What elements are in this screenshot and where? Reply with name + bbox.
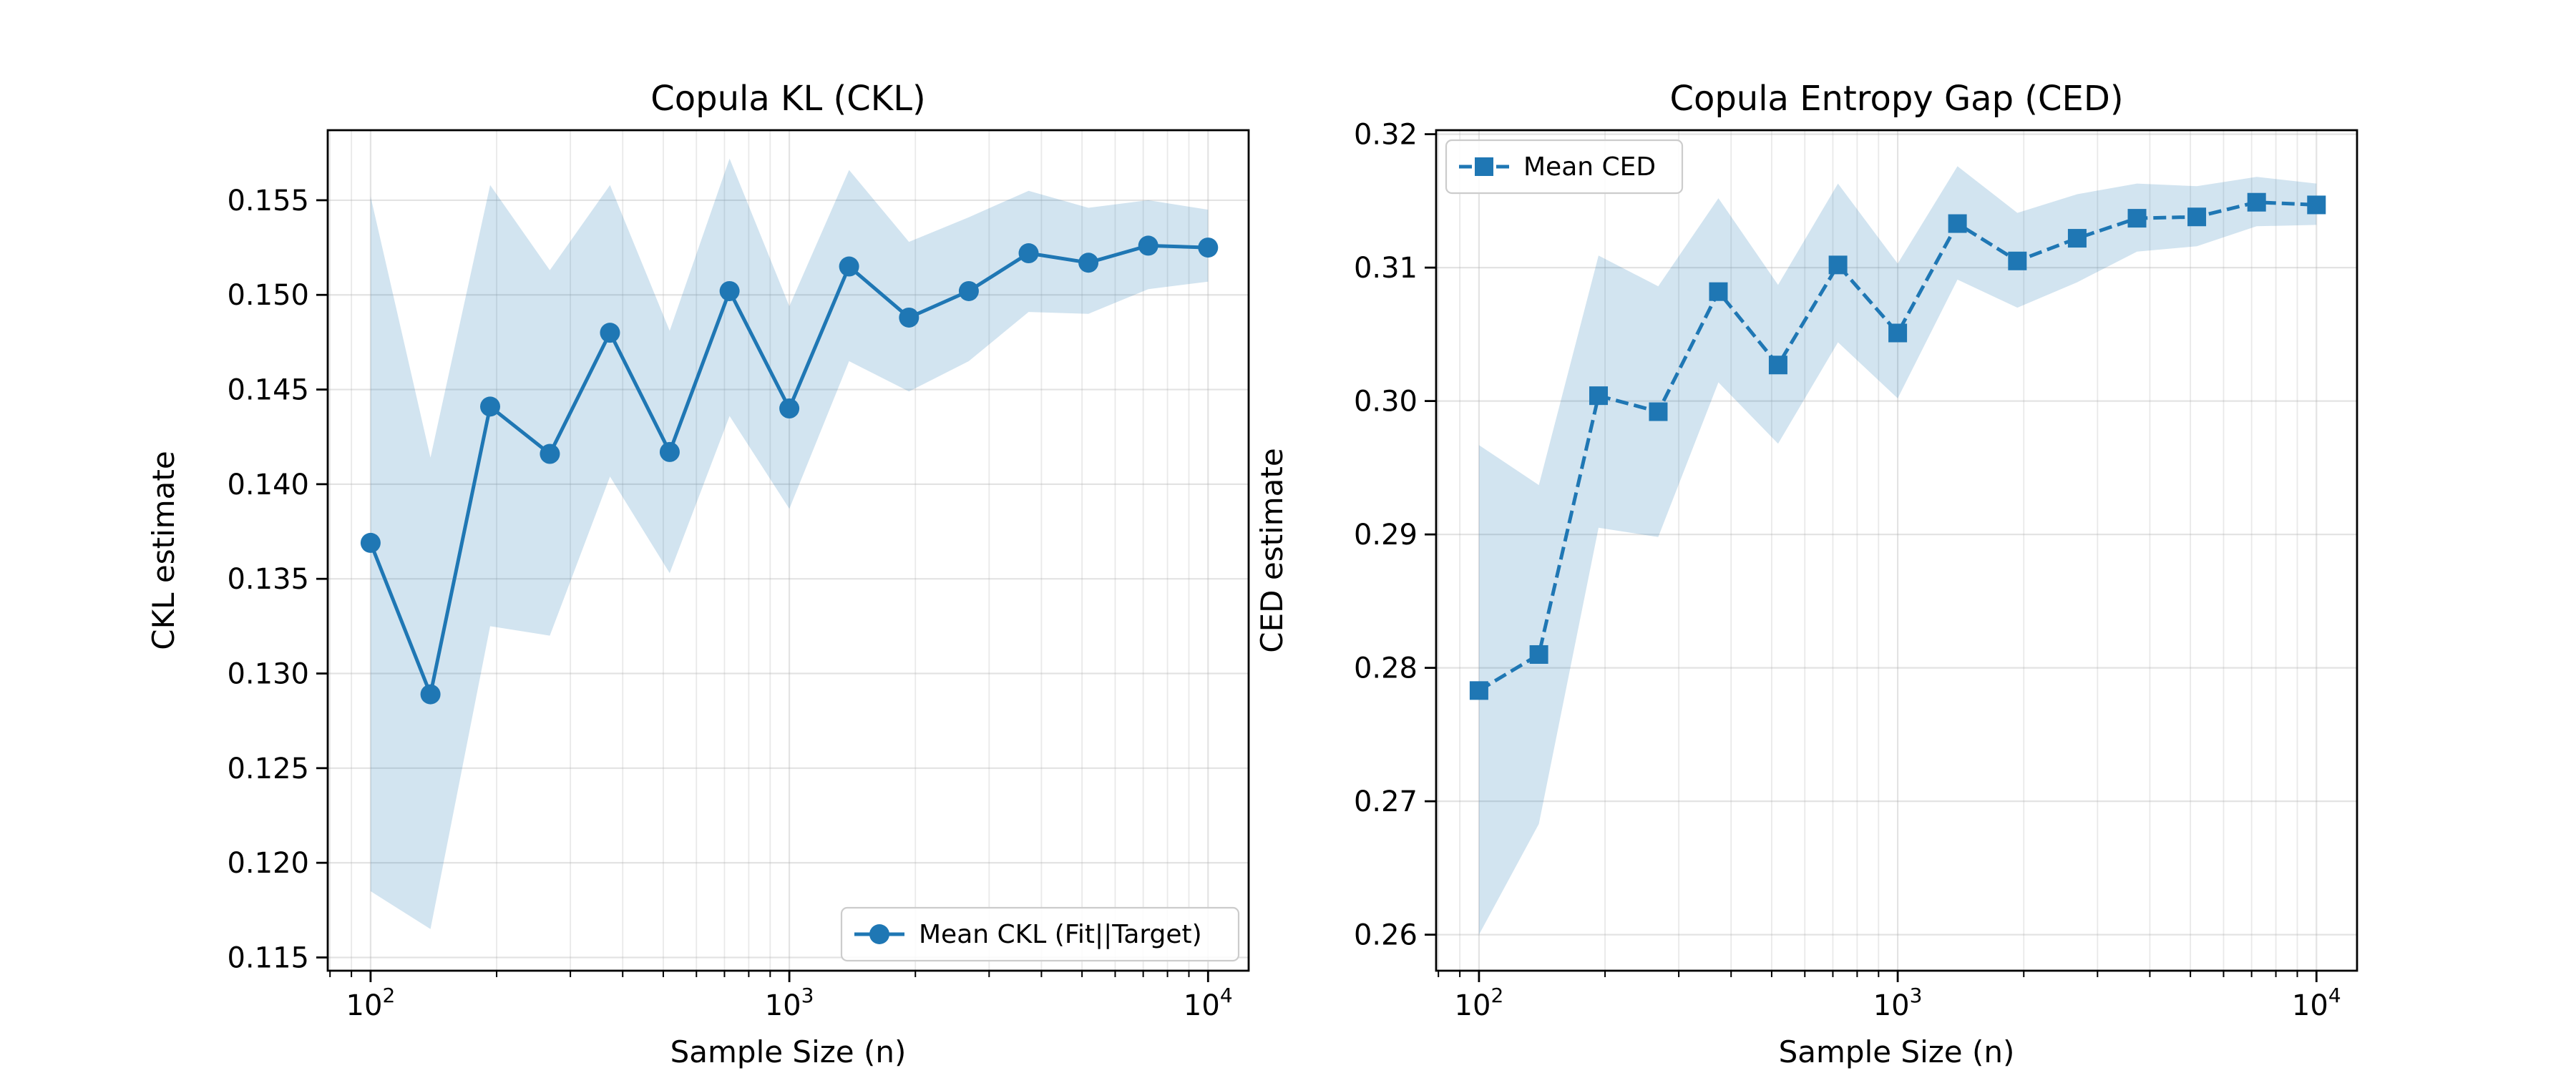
- data-point: [1469, 681, 1488, 700]
- data-point: [1529, 645, 1548, 664]
- y-axis-label: CKL estimate: [146, 451, 181, 650]
- y-tick-label: 0.155: [227, 185, 309, 217]
- y-tick-label: 0.150: [227, 279, 309, 312]
- data-point: [1078, 253, 1099, 273]
- legend-label: Mean CED: [1523, 152, 1656, 182]
- x-axis-label: Sample Size (n): [1779, 1034, 2015, 1069]
- y-tick-label: 0.27: [1354, 785, 1418, 818]
- data-point: [1948, 214, 1967, 233]
- y-tick-label: 0.125: [227, 753, 309, 785]
- data-point: [360, 532, 381, 553]
- y-tick-label: 0.29: [1354, 519, 1418, 552]
- data-point: [1138, 235, 1158, 256]
- y-tick-label: 0.28: [1354, 652, 1418, 685]
- data-point: [540, 444, 560, 464]
- x-tick-label: 102: [346, 984, 396, 1022]
- data-point: [2247, 192, 2266, 212]
- x-tick-label: 104: [1184, 984, 1233, 1022]
- legend-box: [1445, 139, 1684, 195]
- data-point: [2008, 251, 2027, 270]
- chart-title: Copula KL (CKL): [650, 79, 925, 119]
- legend-label: Mean CKL (Fit||Target): [919, 920, 1202, 949]
- data-point: [1198, 237, 1219, 258]
- data-point: [659, 441, 680, 462]
- data-point: [600, 323, 620, 343]
- chart-title: Copula Entropy Gap (CED): [1669, 79, 2123, 119]
- axes-frame: [326, 129, 1250, 972]
- data-point: [1018, 243, 1039, 264]
- chart-panel-1: 102 103 104 0.115 0.120 0.125 0.130 0.135 0.140 0…: [146, 79, 1250, 1069]
- data-point: [1888, 323, 1908, 343]
- x-tick-label: 103: [765, 984, 814, 1022]
- legend-marker: [869, 924, 889, 944]
- y-tick-label: 0.31: [1354, 252, 1418, 285]
- data-point: [2067, 229, 2087, 248]
- y-tick-label: 0.26: [1354, 919, 1418, 952]
- chart-panel-2: 102 103 104 0.26 0.27 0.28 0.29 0.30 0.31 0.32 Cop…: [1254, 79, 2358, 1069]
- data-point: [1828, 255, 1848, 275]
- axes-frame: [1435, 129, 2358, 972]
- data-point: [2127, 209, 2147, 228]
- confidence-band: [370, 158, 1209, 929]
- y-tick-label: 0.135: [227, 563, 309, 596]
- data-point: [1768, 356, 1787, 375]
- data-point: [839, 256, 859, 277]
- y-tick-label: 0.115: [227, 941, 309, 974]
- x-tick-label: 103: [1873, 984, 1923, 1022]
- series-line: [1478, 200, 2317, 692]
- grid: [328, 130, 1249, 971]
- data-point: [1589, 386, 1609, 406]
- data-point: [1649, 402, 1668, 421]
- legend: Mean CKL (Fit||Target): [840, 906, 1240, 962]
- y-tick-label: 0.32: [1354, 119, 1418, 152]
- y-tick-label: 0.120: [227, 847, 309, 880]
- data-point: [899, 307, 919, 328]
- data-point: [420, 684, 441, 705]
- confidence-band: [1478, 166, 2317, 935]
- data-point: [719, 280, 740, 301]
- y-tick-label: 0.130: [227, 658, 309, 691]
- y-tick-label: 0.140: [227, 469, 309, 501]
- legend: Mean CED: [1445, 139, 1684, 195]
- legend-marker: [1475, 157, 1493, 176]
- legend-box: [840, 906, 1240, 962]
- data-point: [958, 280, 979, 301]
- x-axis-label: Sample Size (n): [670, 1034, 907, 1069]
- data-point: [2187, 207, 2207, 227]
- data-point: [480, 396, 501, 417]
- data-point: [1709, 282, 1728, 301]
- x-tick-label: 104: [2292, 984, 2341, 1022]
- y-tick-label: 0.145: [227, 374, 309, 407]
- y-tick-label: 0.30: [1354, 386, 1418, 418]
- data-point: [2307, 195, 2326, 215]
- y-axis-label: CED estimate: [1254, 448, 1289, 652]
- data-point: [779, 398, 800, 419]
- x-tick-label: 102: [1455, 984, 1504, 1022]
